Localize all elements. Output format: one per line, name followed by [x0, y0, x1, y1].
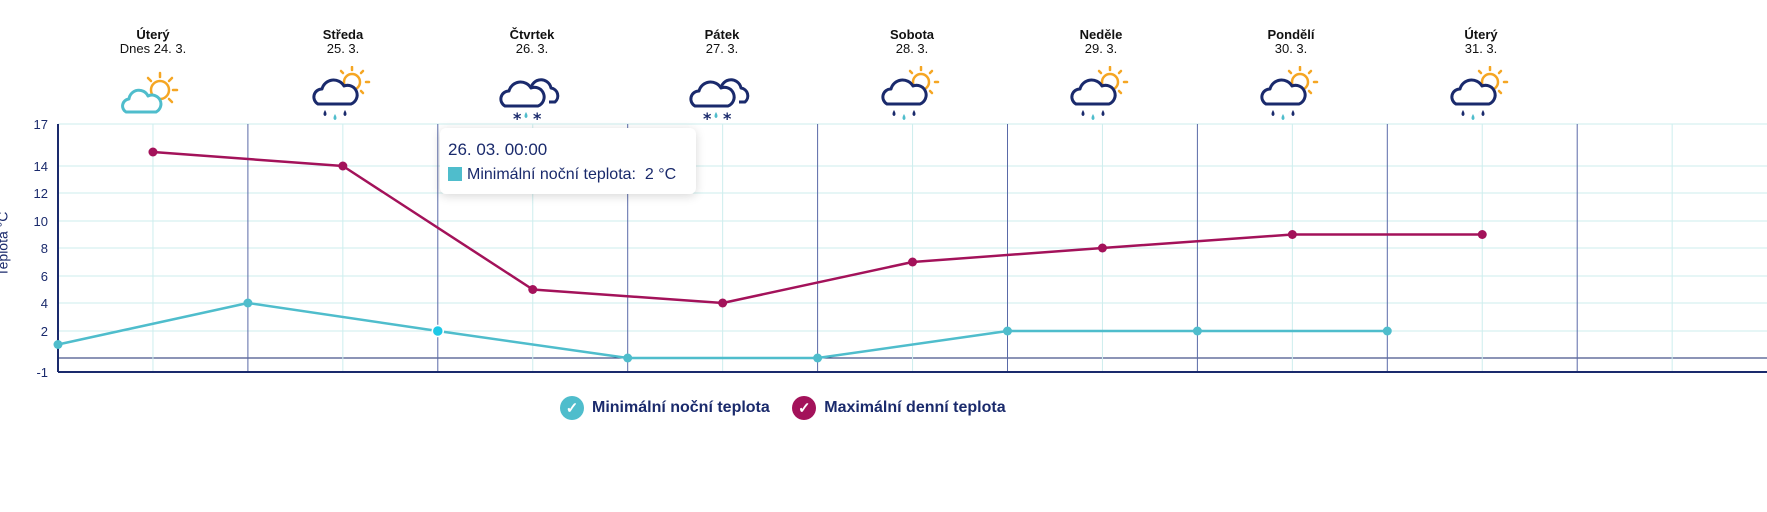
svg-text:*: * [703, 109, 712, 128]
min-temp-line [57, 301, 1388, 360]
cloud-sun-icon [121, 71, 179, 114]
y-axis-label: Teplota °C [0, 211, 11, 277]
day-header: Čtvrtek 26. 3. [472, 28, 592, 56]
rain-sun-icon [1070, 66, 1129, 120]
check-icon: ✓ [792, 396, 817, 420]
max-temp-point [528, 285, 538, 294]
y-tick-label: 4 [41, 296, 48, 311]
min-temp-point [431, 324, 445, 338]
tooltip-time: 26. 03. 00:00 [448, 140, 548, 159]
day-header: Sobota 28. 3. [852, 28, 972, 56]
day-name: Úterý [136, 27, 170, 42]
max-temp-point [908, 257, 918, 267]
snow-rain-icon: * * [499, 78, 560, 128]
svg-text:*: * [723, 109, 732, 128]
day-header: Neděle 29. 3. [1041, 28, 1161, 56]
day-date: 27. 3. [705, 41, 739, 56]
day-date: 25. 3. [326, 41, 360, 56]
y-tick-label: 10 [34, 214, 48, 229]
legend-label-min: Minimální noční teplota [592, 399, 770, 416]
tooltip-value: 2 °C [644, 166, 677, 183]
y-tick-label: 14 [34, 159, 48, 174]
max-temp-point [718, 298, 728, 308]
chart-tooltip: 26. 03. 00:00 Minimální noční teplota: 2… [440, 128, 696, 194]
day-date: 29. 3. [1084, 41, 1118, 56]
day-name: Sobota [889, 27, 935, 42]
svg-text:*: * [513, 109, 522, 128]
day-header: Pátek 27. 3. [662, 28, 782, 56]
legend-label-max: Maximální denní teplota [824, 399, 1006, 416]
max-temp-point [148, 147, 158, 157]
max-temp-point [1477, 230, 1487, 239]
chart-legend: ✓ Minimální noční teplota ✓ Maximální de… [560, 396, 1024, 420]
day-name: Čtvrtek [509, 27, 555, 42]
day-name: Úterý [1464, 27, 1498, 42]
y-tick-label: 2 [41, 324, 48, 339]
day-date: Dnes 24. 3. [119, 41, 187, 56]
y-tick-label: 17 [34, 117, 48, 132]
min-temp-point [1382, 326, 1392, 336]
day-name: Středa [322, 27, 364, 42]
max-temp-line [152, 150, 1483, 305]
day-date: 30. 3. [1274, 41, 1308, 56]
snow-rain-icon: * * [689, 78, 750, 128]
y-tick-label: 8 [41, 241, 48, 256]
y-tick-label: -1 [36, 365, 48, 380]
rain-sun-icon [1260, 66, 1319, 120]
chart-grid [57, 123, 1767, 372]
legend-item-max[interactable]: ✓ Maximální denní teplota [792, 396, 1006, 420]
day-header: Pondělí 30. 3. [1231, 28, 1351, 56]
day-date: 31. 3. [1464, 41, 1498, 56]
min-temp-point [1192, 326, 1202, 336]
max-temp-point [1097, 243, 1107, 253]
max-temp-point [338, 161, 348, 171]
legend-item-min[interactable]: ✓ Minimální noční teplota [560, 396, 770, 420]
rain-sun-icon [881, 66, 940, 120]
day-date: 26. 3. [515, 41, 549, 56]
day-header: Středa 25. 3. [283, 28, 403, 56]
day-name: Neděle [1079, 27, 1123, 42]
chart-axes: -1 2 4 6 8 10 12 14 17 [34, 117, 1767, 380]
day-header: Úterý Dnes 24. 3. [93, 28, 213, 56]
tooltip-label: Minimální noční teplota: [467, 166, 636, 183]
tooltip-row: Minimální noční teplota: 2 °C [448, 166, 676, 184]
y-tick-label: 12 [34, 186, 48, 201]
min-temp-point [813, 353, 823, 363]
check-icon: ✓ [560, 396, 584, 420]
svg-text:*: * [533, 109, 542, 128]
day-header: Úterý 31. 3. [1421, 28, 1541, 56]
rain-sun-icon [312, 66, 371, 120]
day-name: Pátek [704, 27, 740, 42]
min-temp-point [623, 353, 633, 363]
chart-series [53, 147, 1487, 363]
min-temp-point [1003, 326, 1012, 336]
y-tick-label: 6 [41, 269, 48, 284]
rain-sun-icon [1450, 66, 1509, 120]
day-date: 28. 3. [895, 41, 929, 56]
max-temp-point [1287, 230, 1297, 239]
min-temp-point [243, 298, 253, 308]
tooltip-swatch [448, 167, 462, 181]
day-name: Pondělí [1267, 27, 1315, 42]
min-temp-point [53, 340, 63, 349]
